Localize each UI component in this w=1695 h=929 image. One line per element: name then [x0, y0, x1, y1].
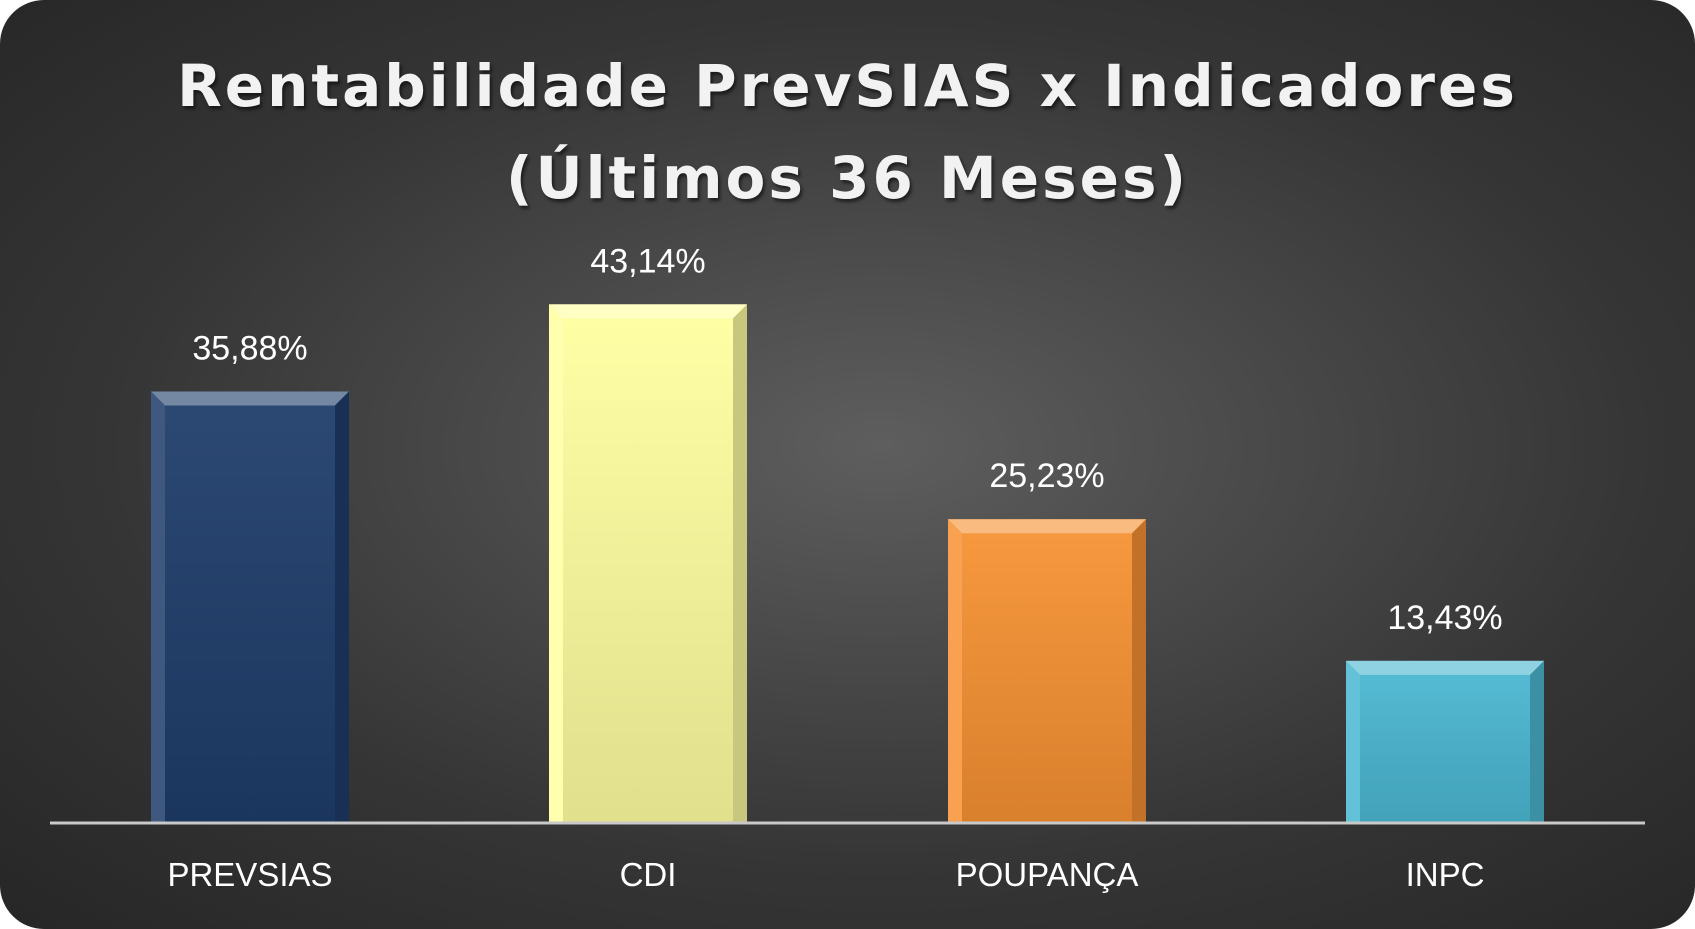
- bar-bevel-top: [549, 304, 747, 319]
- bars-layer: [151, 304, 1544, 822]
- bar-bevel-right: [1530, 660, 1544, 822]
- bar-bevel-top: [948, 519, 1146, 534]
- bar-bevel-left: [549, 304, 563, 822]
- data-label: 25,23%: [989, 457, 1104, 495]
- bar-bevel-right: [1132, 519, 1146, 822]
- bar-inpc: [1346, 660, 1544, 822]
- category-label: POUPANÇA: [956, 856, 1139, 893]
- bar-body: [948, 519, 1146, 822]
- bar-prevsias: [151, 391, 349, 822]
- bar-cdi: [549, 304, 747, 822]
- labels-layer: 35,88% PREVSIAS 43,14% CDI 25,23% POUPANÇA 13,…: [167, 242, 1502, 893]
- bar-bevel-right: [733, 304, 747, 822]
- bar-body: [549, 304, 747, 822]
- bar-bevel-right: [335, 391, 349, 822]
- data-label: 43,14%: [590, 242, 705, 280]
- bar-body: [1346, 660, 1544, 822]
- chart-title-line-1: Rentabilidade PrevSIAS x Indicadores: [177, 52, 1518, 120]
- chart-title-line-2: (Últimos 36 Meses): [506, 144, 1189, 212]
- category-label: INPC: [1406, 856, 1485, 893]
- data-label: 13,43%: [1387, 599, 1502, 637]
- bar-poupança: [948, 519, 1146, 822]
- category-label: PREVSIAS: [167, 856, 332, 893]
- bar-body: [151, 391, 349, 822]
- bar-bevel-left: [151, 391, 165, 822]
- bar-bevel-top: [151, 391, 349, 406]
- bar-bevel-top: [1346, 660, 1544, 675]
- data-label: 35,88%: [192, 329, 307, 367]
- bar-bevel-left: [1346, 660, 1360, 822]
- chart-title: Rentabilidade PrevSIAS x Indicadores (Úl…: [0, 40, 1695, 224]
- category-label: CDI: [620, 856, 677, 893]
- bar-bevel-left: [948, 519, 962, 822]
